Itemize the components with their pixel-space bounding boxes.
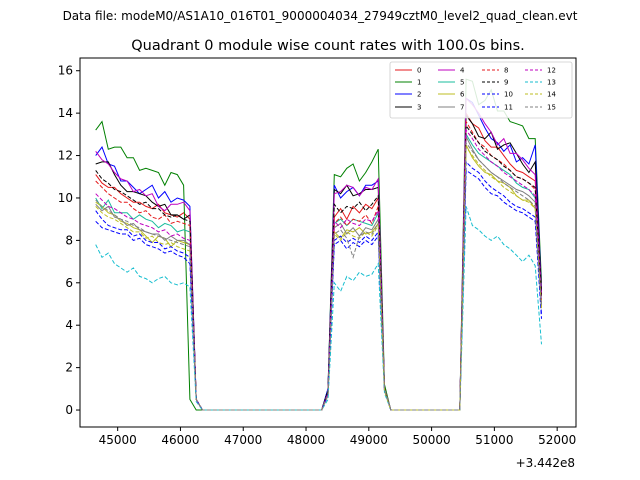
- plot-frame: [79, 57, 577, 428]
- y-tick-label: 8: [65, 233, 73, 247]
- series-line-15: [95, 141, 542, 411]
- y-tick-label: 10: [58, 191, 73, 205]
- legend-label-8: 8: [504, 67, 508, 75]
- suptitle: Data file: modeM0/AS1A10_016T01_90000040…: [63, 9, 578, 23]
- y-tick-label: 2: [65, 361, 73, 375]
- x-tick-label: 52000: [538, 433, 576, 447]
- x-tick-label: 49000: [350, 433, 388, 447]
- y-tick-label: 14: [58, 106, 73, 120]
- x-tick-label: 51000: [475, 433, 513, 447]
- x-tick-label: 47000: [224, 433, 262, 447]
- legend-label-0: 0: [417, 67, 421, 75]
- plot-series: [95, 78, 542, 411]
- legend-label-15: 15: [547, 104, 556, 112]
- legend-label-9: 9: [504, 79, 508, 87]
- chart-title: Quadrant 0 module wise count rates with …: [131, 38, 525, 54]
- legend-label-7: 7: [460, 104, 464, 112]
- y-tick-label: 16: [58, 64, 73, 78]
- y-tick-label: 4: [65, 318, 73, 332]
- legend-label-13: 13: [547, 79, 556, 87]
- legend-label-1: 1: [417, 79, 421, 87]
- legend-label-11: 11: [504, 104, 513, 112]
- x-tick-label: 50000: [413, 433, 451, 447]
- legend-label-4: 4: [460, 67, 465, 75]
- legend-label-6: 6: [460, 91, 465, 99]
- legend-label-5: 5: [460, 79, 464, 87]
- x-tick-label: 48000: [287, 433, 325, 447]
- legend-label-3: 3: [417, 104, 421, 112]
- legend-label-2: 2: [417, 91, 421, 99]
- y-tick-label: 6: [65, 276, 73, 290]
- x-tick-label: 45000: [99, 433, 137, 447]
- legend-label-14: 14: [547, 91, 556, 99]
- x-tick-label: 46000: [161, 433, 199, 447]
- legend-box: [389, 61, 573, 119]
- x-axis: 45000 46000 47000 48000 49000 50000 51000 52000: [99, 427, 576, 447]
- y-tick-label: 12: [58, 149, 73, 163]
- y-axis: 0 2 4 6 8 10 12 14 16: [58, 64, 80, 417]
- y-tick-label: 0: [65, 403, 73, 417]
- legend-label-12: 12: [547, 67, 556, 75]
- x-offset-label: +3.442e8: [516, 456, 575, 470]
- legend-label-10: 10: [504, 91, 513, 99]
